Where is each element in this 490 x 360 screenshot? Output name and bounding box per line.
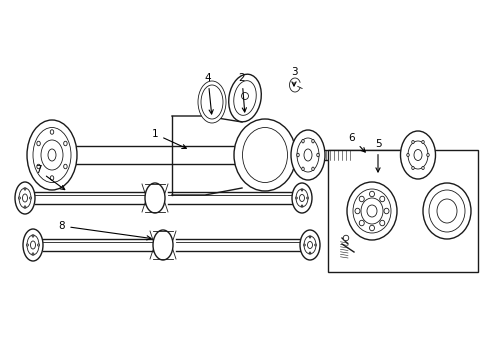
Ellipse shape xyxy=(414,149,422,161)
Ellipse shape xyxy=(369,225,374,231)
Ellipse shape xyxy=(429,190,465,232)
Ellipse shape xyxy=(37,141,40,146)
Ellipse shape xyxy=(312,139,314,143)
Ellipse shape xyxy=(308,242,313,248)
Ellipse shape xyxy=(343,235,349,241)
Ellipse shape xyxy=(297,138,319,172)
Ellipse shape xyxy=(400,131,436,179)
Ellipse shape xyxy=(15,182,35,214)
Ellipse shape xyxy=(423,183,471,239)
Ellipse shape xyxy=(19,188,31,208)
Ellipse shape xyxy=(422,166,424,170)
Ellipse shape xyxy=(29,197,31,199)
Ellipse shape xyxy=(153,230,173,260)
Ellipse shape xyxy=(229,74,261,122)
Ellipse shape xyxy=(48,149,56,161)
Text: 4: 4 xyxy=(205,73,213,114)
Text: 7: 7 xyxy=(35,165,65,190)
Ellipse shape xyxy=(304,149,312,161)
Ellipse shape xyxy=(347,182,397,240)
Ellipse shape xyxy=(292,183,312,213)
Ellipse shape xyxy=(37,164,40,169)
Text: 2: 2 xyxy=(239,73,246,112)
Ellipse shape xyxy=(307,197,308,199)
Ellipse shape xyxy=(300,230,320,260)
Ellipse shape xyxy=(23,229,43,261)
Ellipse shape xyxy=(408,141,428,169)
Ellipse shape xyxy=(412,140,414,144)
Ellipse shape xyxy=(234,81,256,115)
Ellipse shape xyxy=(407,153,409,157)
Ellipse shape xyxy=(41,140,63,170)
Ellipse shape xyxy=(301,205,303,207)
Ellipse shape xyxy=(50,130,54,134)
Ellipse shape xyxy=(24,206,26,208)
Ellipse shape xyxy=(33,127,71,183)
Ellipse shape xyxy=(243,127,288,183)
Ellipse shape xyxy=(312,167,314,171)
Ellipse shape xyxy=(304,236,316,254)
Ellipse shape xyxy=(27,235,39,255)
Ellipse shape xyxy=(427,153,429,157)
Ellipse shape xyxy=(359,196,364,202)
Ellipse shape xyxy=(26,244,28,246)
Ellipse shape xyxy=(198,81,226,123)
Ellipse shape xyxy=(315,244,317,246)
Ellipse shape xyxy=(380,196,385,202)
Ellipse shape xyxy=(50,176,54,180)
Ellipse shape xyxy=(27,120,77,190)
Ellipse shape xyxy=(359,220,364,226)
Ellipse shape xyxy=(19,197,21,199)
Ellipse shape xyxy=(309,236,311,238)
Ellipse shape xyxy=(353,189,391,233)
Ellipse shape xyxy=(145,183,165,213)
Ellipse shape xyxy=(367,205,377,217)
Ellipse shape xyxy=(302,167,304,171)
FancyBboxPatch shape xyxy=(328,150,478,272)
Ellipse shape xyxy=(299,194,304,202)
Ellipse shape xyxy=(412,166,414,170)
Ellipse shape xyxy=(38,244,39,246)
Ellipse shape xyxy=(64,141,67,146)
Ellipse shape xyxy=(24,188,26,190)
Ellipse shape xyxy=(242,93,248,99)
Text: 5: 5 xyxy=(375,139,381,172)
Ellipse shape xyxy=(295,197,297,199)
Ellipse shape xyxy=(32,235,34,237)
Ellipse shape xyxy=(384,208,389,214)
Ellipse shape xyxy=(355,208,360,214)
Ellipse shape xyxy=(297,153,299,157)
Ellipse shape xyxy=(32,253,34,255)
Text: 8: 8 xyxy=(59,221,151,240)
Ellipse shape xyxy=(361,198,383,224)
Text: 3: 3 xyxy=(291,67,297,86)
Text: 1: 1 xyxy=(152,129,186,148)
Ellipse shape xyxy=(30,241,35,249)
Ellipse shape xyxy=(201,85,223,119)
Ellipse shape xyxy=(301,189,303,191)
Ellipse shape xyxy=(234,119,296,191)
Ellipse shape xyxy=(380,220,385,226)
Ellipse shape xyxy=(296,189,308,207)
Ellipse shape xyxy=(437,199,457,223)
Text: 6: 6 xyxy=(349,133,365,152)
Ellipse shape xyxy=(422,140,424,144)
Ellipse shape xyxy=(291,130,325,180)
Ellipse shape xyxy=(369,191,374,197)
Ellipse shape xyxy=(23,194,27,202)
Ellipse shape xyxy=(302,139,304,143)
Ellipse shape xyxy=(309,252,311,254)
Ellipse shape xyxy=(304,244,305,246)
Ellipse shape xyxy=(64,164,67,169)
Ellipse shape xyxy=(317,153,319,157)
